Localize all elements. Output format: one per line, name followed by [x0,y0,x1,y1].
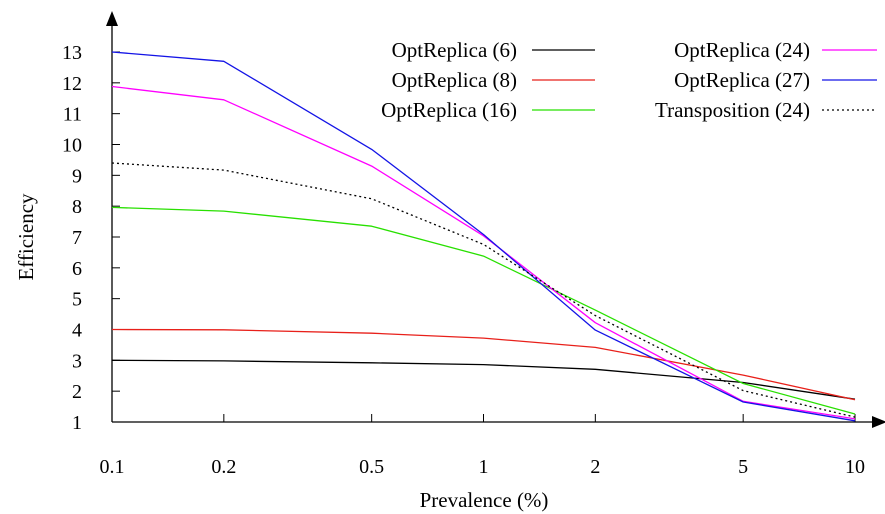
legend-label: OptReplica (8) [392,68,517,92]
y-tick-label: 11 [63,104,82,126]
y-tick-label: 2 [72,381,82,403]
y-tick-label: 5 [72,289,82,311]
legend-label: OptReplica (24) [674,38,810,62]
x-tick-label: 5 [738,456,748,478]
y-tick-label: 1 [72,412,82,434]
series-line [111,85,856,420]
x-tick-label: 1 [479,456,489,478]
legend-label: Transposition (24) [655,98,810,122]
x-axis-label: Prevalence (%) [420,488,549,512]
y-tick-label: 12 [62,73,82,95]
legend-label: OptReplica (16) [381,98,517,122]
y-axis-label: Efficiency [14,193,38,281]
y-tick-label: 13 [62,42,82,64]
x-axis-arrow-icon [872,416,885,428]
x-ticks: 0.1 0.2 0.5 1 2 5 10 [100,414,865,478]
y-tick-label: 7 [72,227,82,249]
series-line [111,328,856,401]
y-tick-label: 4 [72,320,82,342]
y-tick-label: 6 [72,258,82,280]
x-tick-label: 2 [590,456,600,478]
y-tick-label: 3 [72,350,82,372]
series-lines [111,51,856,422]
x-tick-label: 0.2 [211,456,236,478]
legend-label: OptReplica (27) [674,68,810,92]
x-tick-label: 0.5 [359,456,384,478]
legend: OptReplica (6) OptReplica (8) OptReplica (… [381,38,877,122]
series-line [111,51,856,422]
y-tick-label: 9 [72,165,82,187]
series-line [111,359,856,400]
x-tick-label: 10 [845,456,865,478]
series-line [111,162,856,418]
y-tick-label: 8 [72,196,82,218]
series-line [111,206,856,415]
y-tick-label: 10 [62,135,82,157]
x-tick-label: 0.1 [100,456,125,478]
y-axis-arrow-icon [106,11,118,26]
legend-label: OptReplica (6) [392,38,517,62]
